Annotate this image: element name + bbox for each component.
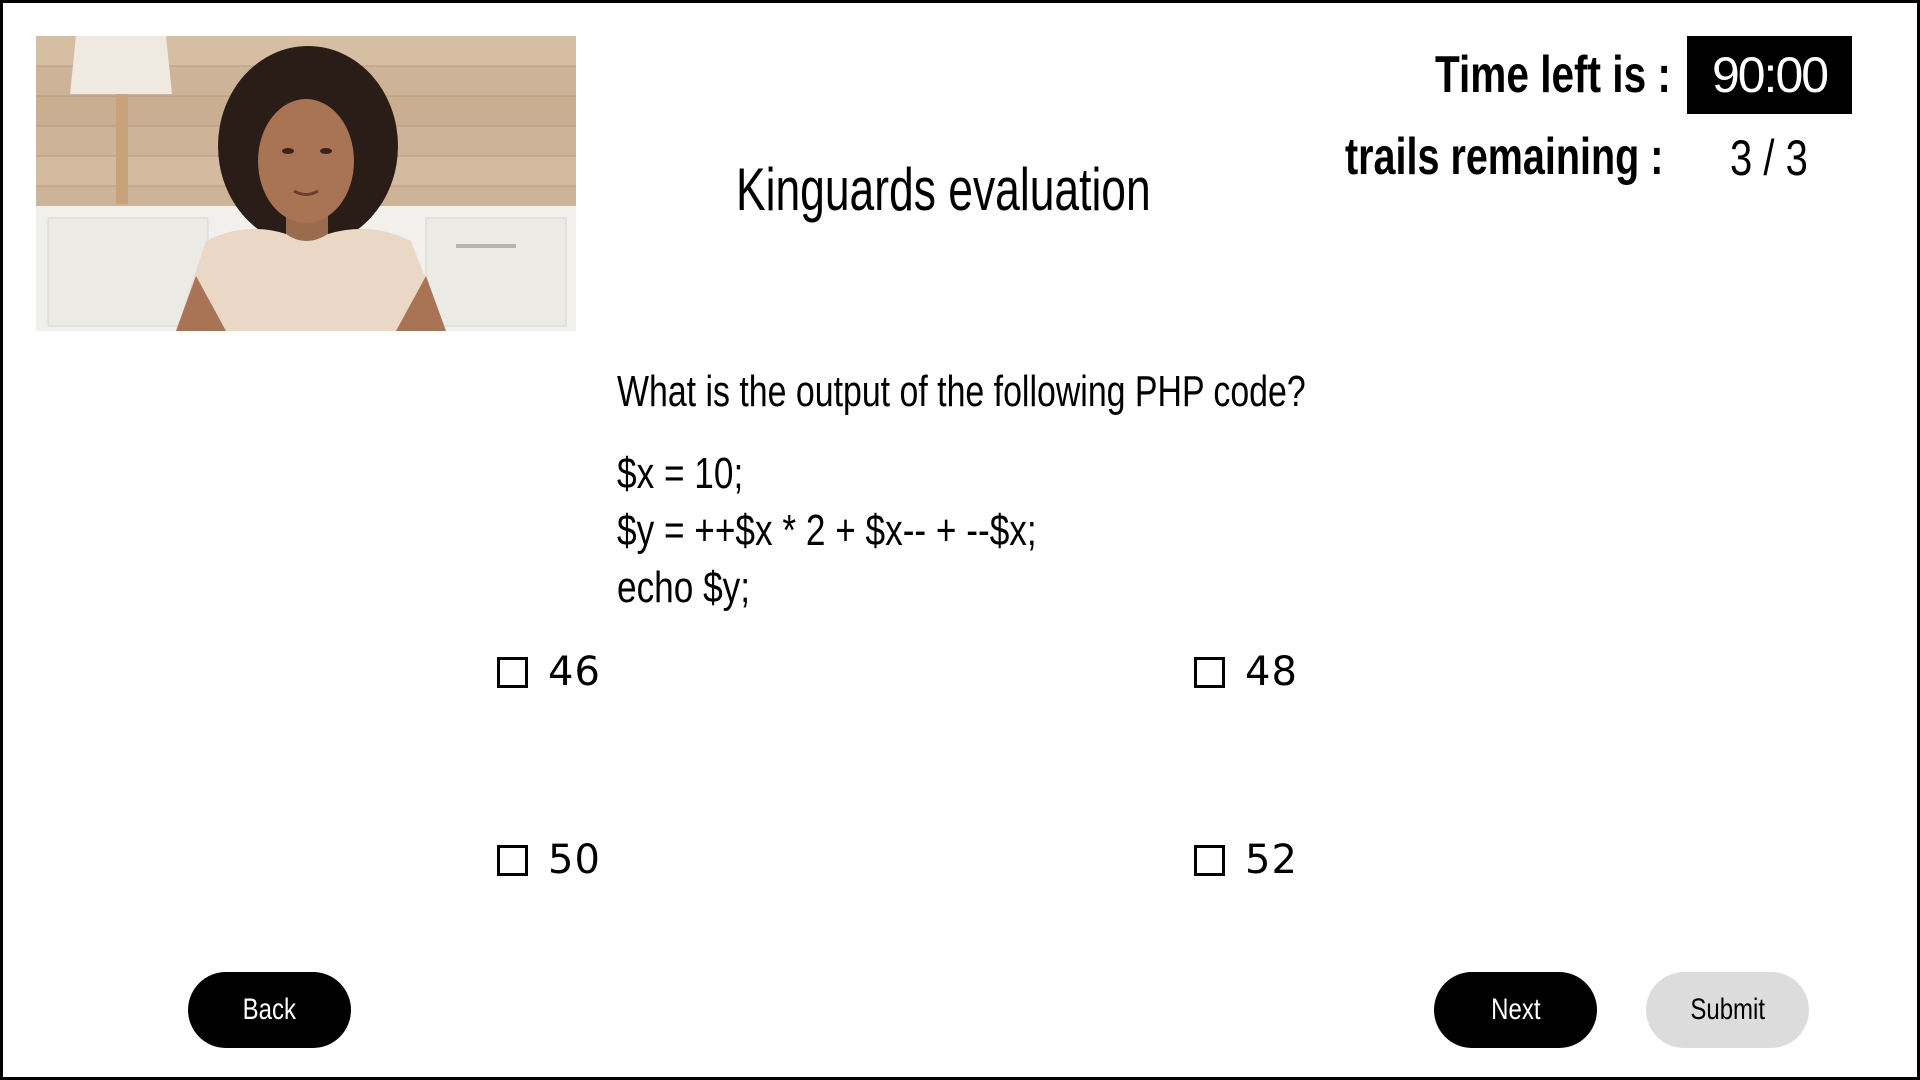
trails-remaining-label: trails remaining : <box>1345 128 1664 186</box>
trails-remaining-value: 3 / 3 <box>1730 130 1808 186</box>
trails-value-wrap: 3 / 3 <box>1730 129 1827 187</box>
submit-button[interactable]: Submit <box>1646 972 1809 1048</box>
code-line-row: $y = ++$x * 2 + $x-- + --$x; <box>617 506 1142 563</box>
code-line: echo $y; <box>617 563 751 612</box>
option-46[interactable]: 46 <box>497 649 601 695</box>
next-button[interactable]: Next <box>1434 972 1597 1048</box>
timer-label: Time left is : <box>1435 46 1671 104</box>
next-button-label: Next <box>1490 993 1541 1026</box>
option-checkbox[interactable] <box>1194 656 1225 688</box>
option-label: 48 <box>1245 649 1298 695</box>
option-52[interactable]: 52 <box>1194 837 1298 883</box>
question-text: What is the output of the following PHP … <box>617 367 1306 416</box>
back-button[interactable]: Back <box>188 972 351 1048</box>
option-50[interactable]: 50 <box>497 837 601 883</box>
option-checkbox[interactable] <box>1194 844 1225 876</box>
option-label: 52 <box>1245 837 1298 883</box>
timer-value: 90:00 <box>1711 47 1829 103</box>
option-48[interactable]: 48 <box>1194 649 1298 695</box>
page-title-wrap: Kinguards evaluation <box>736 155 1296 235</box>
webcam-image <box>36 36 576 331</box>
page-title: Kinguards evaluation <box>736 156 1151 223</box>
timer-label-wrap: Time left is : <box>1435 45 1737 105</box>
option-label: 50 <box>548 837 601 883</box>
code-line-row: $x = 10; <box>617 449 1142 506</box>
code-line: $y = ++$x * 2 + $x-- + --$x; <box>617 506 1037 555</box>
option-checkbox[interactable] <box>497 844 528 876</box>
submit-button-label: Submit <box>1690 993 1765 1026</box>
trails-label-wrap: trails remaining : <box>1345 127 1764 187</box>
back-button-label: Back <box>242 993 297 1026</box>
option-checkbox[interactable] <box>497 656 528 688</box>
code-block: $x = 10; $y = ++$x * 2 + $x-- + --$x; ec… <box>617 449 1142 620</box>
code-line-row: echo $y; <box>617 563 1142 620</box>
webcam-preview <box>36 36 576 331</box>
code-line: $x = 10; <box>617 449 744 498</box>
timer-display: 90:00 <box>1687 36 1852 114</box>
option-label: 46 <box>548 649 601 695</box>
question-wrap: What is the output of the following PHP … <box>617 367 1511 417</box>
